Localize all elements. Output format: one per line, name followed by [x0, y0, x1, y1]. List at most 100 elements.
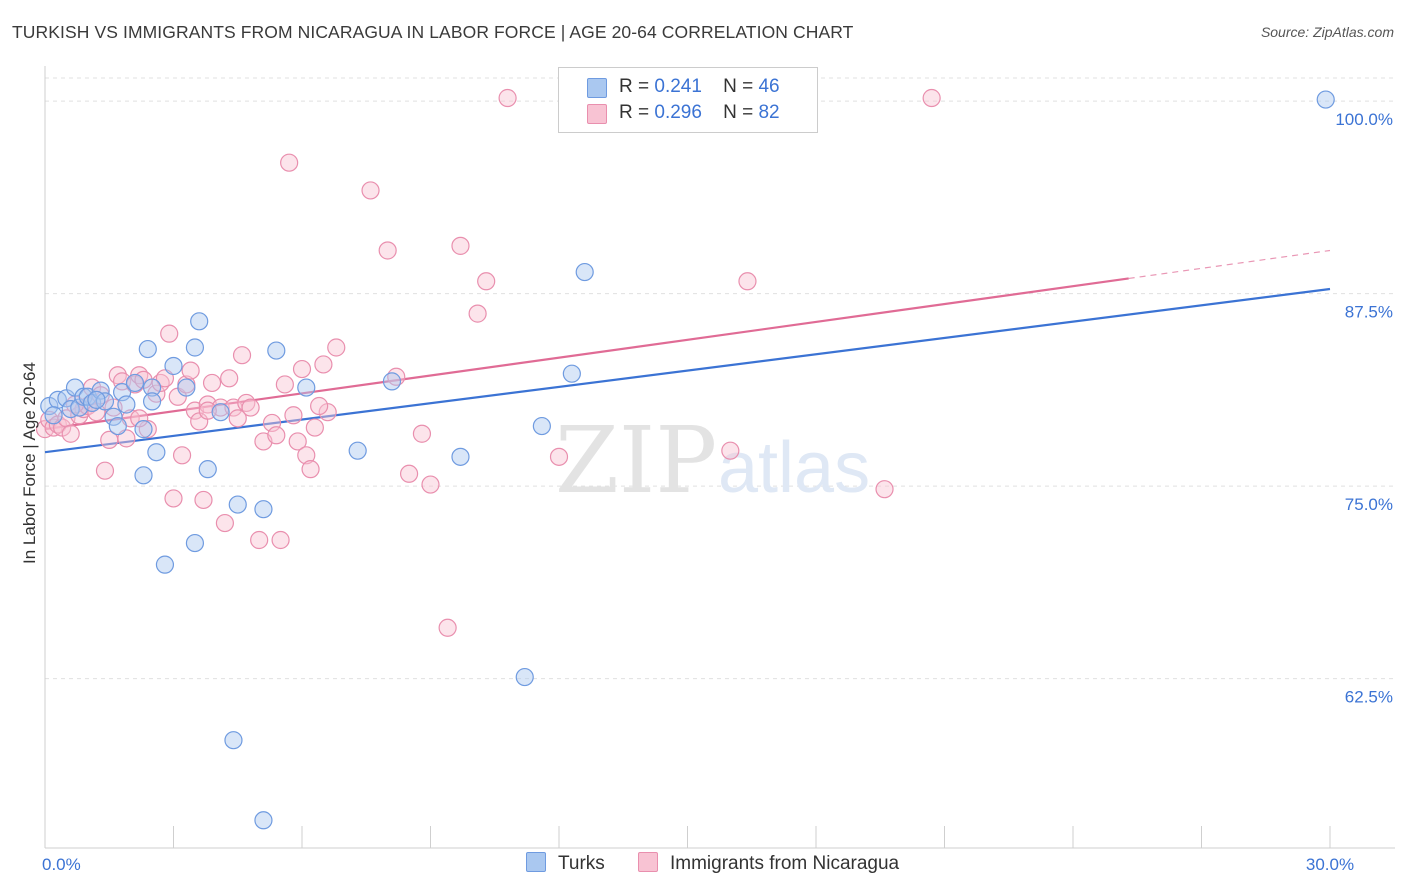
chart-title: TURKISH VS IMMIGRANTS FROM NICARAGUA IN … [12, 22, 854, 42]
nicaragua-points [35, 88, 941, 637]
turks-point [224, 731, 243, 750]
nicaragua-point [468, 304, 487, 323]
nicaragua-point [172, 446, 192, 465]
nicaragua-point [301, 460, 320, 479]
nicaragua-point [378, 241, 397, 260]
turks-point [164, 356, 183, 376]
y-axis-label: In Labor Force | Age 20-64 [20, 362, 39, 564]
nicaragua-point [160, 324, 179, 343]
bottom-label-nicaragua: Immigrants from Nicaragua [670, 853, 900, 874]
turks-point [198, 460, 217, 479]
watermark-zip: ZIP [555, 407, 717, 514]
turks-trend-line [44, 287, 1331, 454]
nicaragua-point [155, 369, 175, 388]
nicaragua-point [399, 464, 419, 483]
turks-point [177, 378, 196, 397]
nicaragua-point [241, 398, 260, 417]
nicaragua-point [875, 480, 894, 499]
nicaragua-point [292, 359, 312, 379]
turks-point [108, 416, 127, 436]
turks-point [185, 533, 205, 553]
nicaragua-point [438, 618, 457, 637]
legend-n-label: N = [723, 102, 754, 123]
legend-n-value: 82 [758, 102, 780, 123]
turks-point [125, 373, 145, 393]
turks-point [254, 500, 273, 519]
turks-point [515, 667, 534, 687]
turks-point [211, 403, 230, 422]
bottom-swatch-turks [526, 852, 546, 872]
nicaragua-point [721, 441, 740, 460]
stats-legend: R = 0.241 N = 46 R = 0.296 N = 82 [558, 67, 818, 133]
turks-point [134, 420, 153, 439]
y-tick-label: 100.0% [1335, 110, 1393, 129]
nicaragua-point [310, 396, 329, 416]
legend-n-label: N = [723, 76, 754, 97]
turks-point [91, 381, 110, 400]
x-tick-label: 0.0% [42, 855, 81, 874]
turks-point [155, 555, 175, 574]
turks-point [142, 392, 162, 411]
nicaragua-point [305, 418, 324, 437]
turks-point [451, 447, 470, 466]
y-tick-label: 87.5% [1345, 303, 1393, 322]
watermark-atlas: atlas [718, 428, 870, 508]
nicaragua-point [215, 513, 234, 533]
legend-r-value: 0.296 [654, 102, 702, 123]
turks-point [297, 378, 316, 397]
nicaragua-point [181, 361, 200, 380]
nicaragua-point [412, 424, 432, 443]
bottom-legend-nicaragua: Immigrants from Nicaragua [638, 852, 899, 875]
nicaragua-point [922, 88, 941, 108]
turks-point [87, 390, 106, 409]
turks-point [147, 443, 166, 462]
nicaragua-point [284, 406, 303, 425]
turks-point [254, 811, 273, 830]
source-note: Source: ZipAtlas.com [1260, 24, 1394, 40]
legend-text-nicaragua: R = 0.296 N = 82 [619, 102, 780, 124]
legend-swatch-nicaragua [587, 104, 607, 124]
nicaragua-point [280, 153, 299, 172]
nicaragua-point [194, 490, 213, 510]
turks-point [104, 407, 123, 426]
nicaragua-point [738, 272, 757, 291]
grid-layer [45, 77, 1395, 680]
bottom-swatch-nicaragua [638, 852, 658, 872]
y-tick-label: 75.0% [1345, 495, 1393, 514]
nicaragua-point [361, 181, 380, 200]
nicaragua-trend-line-dashed [1128, 249, 1331, 280]
turks-point [190, 312, 209, 331]
nicaragua-point [297, 446, 316, 465]
x-tick-label: 30.0% [1306, 855, 1354, 874]
legend-r-label: R = [619, 102, 650, 123]
turks-point [134, 466, 153, 485]
axis-layer [44, 66, 1395, 849]
legend-n-value: 46 [758, 76, 780, 97]
turks-point [348, 441, 367, 460]
turks-point [138, 339, 157, 359]
turks-point [185, 338, 205, 357]
turks-point [44, 406, 63, 425]
nicaragua-point [95, 461, 115, 480]
legend-swatch-turks [587, 78, 607, 98]
nicaragua-point [271, 530, 290, 550]
nicaragua-point [232, 346, 252, 365]
turks-point [1316, 90, 1335, 109]
nicaragua-point [549, 447, 569, 466]
legend-r-label: R = [619, 76, 650, 97]
nicaragua-point [421, 475, 440, 494]
nicaragua-point [220, 369, 239, 388]
nicaragua-point [275, 375, 294, 394]
nicaragua-point [314, 355, 333, 374]
nicaragua-point [477, 272, 496, 291]
bottom-legend-turks: Turks [526, 852, 605, 875]
x-tick-labels: 0.0% 30.0% [42, 855, 1354, 874]
nicaragua-point [164, 489, 183, 508]
turks-point [382, 372, 402, 391]
y-tick-labels: 100.0% 87.5% 75.0% 62.5% [1335, 110, 1393, 707]
legend-text-turks: R = 0.241 N = 46 [619, 76, 780, 98]
nicaragua-point [228, 409, 247, 428]
nicaragua-point [61, 424, 80, 443]
y-tick-label: 62.5% [1345, 688, 1393, 707]
